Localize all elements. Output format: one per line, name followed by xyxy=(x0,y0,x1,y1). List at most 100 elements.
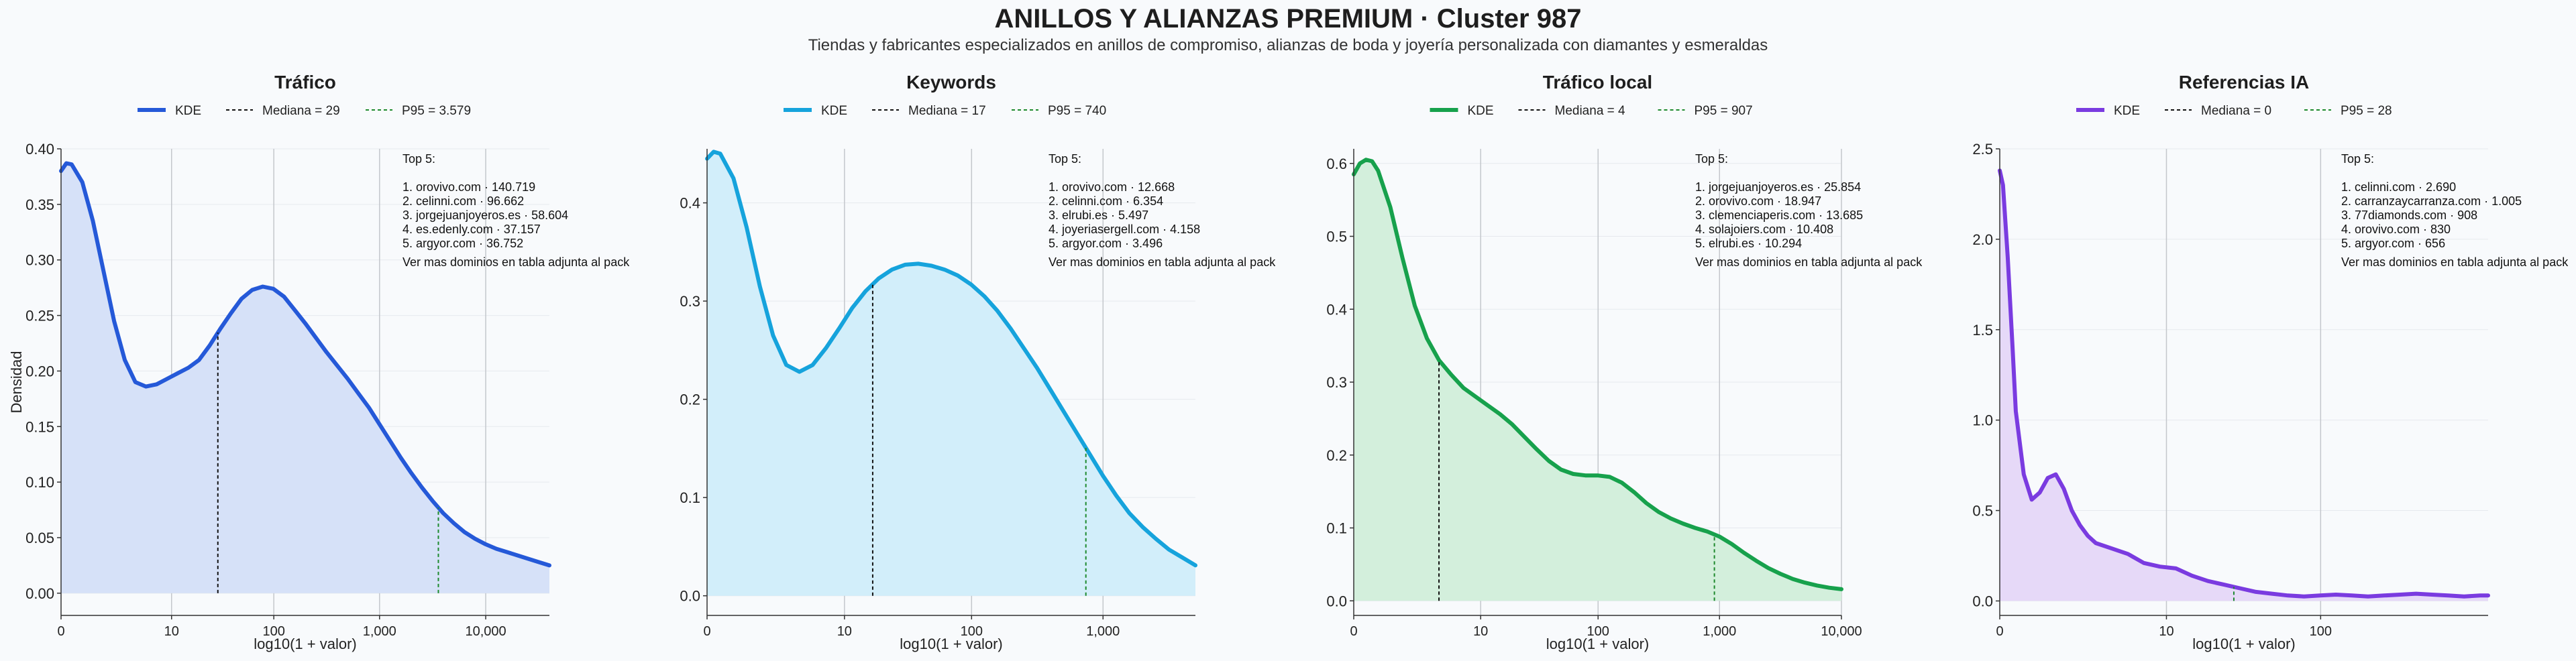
x-tick-label: 0 xyxy=(1350,624,1357,639)
y-tick-label: 0.25 xyxy=(25,308,54,324)
legend-kde-label: KDE xyxy=(175,104,201,118)
top5-item: 2. carranzaycarranza.com · 1.005 xyxy=(2341,194,2522,208)
chart-panel-1: Tráfico KDE Mediana = 29 P95 = 3.579 0.00 0.0… xyxy=(8,72,630,652)
chart-title: Keywords xyxy=(906,72,996,93)
y-tick-label: 0.3 xyxy=(1326,374,1347,391)
x-tick-label: 0 xyxy=(703,624,710,639)
x-tick-label: 10,000 xyxy=(465,624,506,639)
x-tick-label: 10,000 xyxy=(1821,624,1862,639)
y-tick-label: 0.4 xyxy=(1326,301,1347,318)
chart-title: Tráfico local xyxy=(1543,72,1652,93)
y-tick-label: 0.0 xyxy=(1326,593,1347,609)
top5-item: 3. elrubi.es · 5.497 xyxy=(1049,208,1148,222)
x-tick-label: 10 xyxy=(837,624,852,639)
x-tick-label: 10 xyxy=(164,624,179,639)
top5-item: 4. orovivo.com · 830 xyxy=(2341,223,2451,236)
y-tick-label: 0.40 xyxy=(25,141,54,158)
kde-area xyxy=(1354,160,1841,601)
legend-median-label: Mediana = 17 xyxy=(908,104,986,118)
y-tick-label: 1.5 xyxy=(1972,322,1993,339)
legend-median-label: Mediana = 29 xyxy=(262,104,340,118)
y-tick-label: 0.15 xyxy=(25,418,54,435)
y-tick-label: 0.2 xyxy=(1326,447,1347,464)
y-tick-label: 0.1 xyxy=(680,489,700,506)
legend-kde-label: KDE xyxy=(821,104,847,118)
top5-item: 2. celinni.com · 96.662 xyxy=(402,194,524,208)
x-tick-label: 100 xyxy=(1587,624,1609,639)
kde-area xyxy=(707,152,1195,596)
kde-curve xyxy=(705,149,1197,568)
legend-kde-label: KDE xyxy=(1468,104,1494,118)
y-tick-label: 0.2 xyxy=(680,392,700,408)
y-tick-label: 0.10 xyxy=(25,474,54,491)
page-title: ANILLOS Y ALIANZAS PREMIUM · Cluster 987 xyxy=(994,4,1582,34)
y-tick-label: 0.1 xyxy=(1326,520,1347,537)
x-axis-label: log10(1 + valor) xyxy=(900,636,1002,652)
top5-item: 3. 77diamonds.com · 908 xyxy=(2341,208,2477,222)
kde-curve xyxy=(59,161,551,568)
x-tick-label: 10 xyxy=(2159,624,2174,639)
kde-area xyxy=(2000,170,2488,601)
legend-p95-label: P95 = 740 xyxy=(1048,104,1106,118)
x-tick-label: 1,000 xyxy=(363,624,396,639)
top5-item: 3. jorgejuanjoyeros.es · 58.604 xyxy=(402,208,568,222)
x-tick-label: 100 xyxy=(2310,624,2332,639)
x-tick-label: 1,000 xyxy=(1703,624,1736,639)
legend-median-label: Mediana = 0 xyxy=(2201,104,2271,118)
top5-item: 4. es.edenly.com · 37.157 xyxy=(402,223,541,236)
top5-title: Top 5: xyxy=(2341,152,2374,166)
top5-item: 5. elrubi.es · 10.294 xyxy=(1695,237,1802,250)
top5-item: 4. solajoiers.com · 10.408 xyxy=(1695,223,1833,236)
legend-median-label: Mediana = 4 xyxy=(1555,104,1626,118)
x-tick-label: 100 xyxy=(262,624,284,639)
y-tick-label: 2.0 xyxy=(1972,231,1993,248)
legend-p95-label: P95 = 28 xyxy=(2341,104,2392,118)
x-tick-label: 0 xyxy=(57,624,64,639)
y-tick-label: 0.5 xyxy=(1326,229,1347,245)
legend-kde-label: KDE xyxy=(2114,104,2140,118)
y-tick-label: 0.5 xyxy=(1972,503,1993,520)
legend-p95-label: P95 = 907 xyxy=(1695,104,1753,118)
top5-title: Top 5: xyxy=(402,152,435,166)
top5-title: Top 5: xyxy=(1049,152,1081,166)
y-tick-label: 0.30 xyxy=(25,252,54,269)
y-tick-label: 0.3 xyxy=(680,293,700,310)
y-axis-label: Densidad xyxy=(8,351,25,414)
top5-item: 5. argyor.com · 656 xyxy=(2341,237,2445,250)
page-subtitle: Tiendas y fabricantes especializados en … xyxy=(808,36,1768,54)
y-tick-label: 0.20 xyxy=(25,363,54,379)
x-tick-label: 1,000 xyxy=(1086,624,1120,639)
y-tick-label: 0.00 xyxy=(25,585,54,602)
x-axis-label: log10(1 + valor) xyxy=(1546,636,1649,652)
top5-note: Ver mas dominios en tabla adjunta al pac… xyxy=(2341,255,2569,269)
x-tick-label: 0 xyxy=(1996,624,2003,639)
top5-item: 1. celinni.com · 2.690 xyxy=(2341,180,2456,194)
top5-title: Top 5: xyxy=(1695,152,1728,166)
top5-item: 1. orovivo.com · 12.668 xyxy=(1049,180,1175,194)
kde-area xyxy=(61,163,549,593)
y-tick-label: 0.0 xyxy=(680,588,700,605)
top5-note: Ver mas dominios en tabla adjunta al pac… xyxy=(402,255,630,269)
top5-item: 5. argyor.com · 3.496 xyxy=(1049,237,1163,250)
y-tick-label: 1.0 xyxy=(1972,412,1993,429)
top5-item: 2. orovivo.com · 18.947 xyxy=(1695,194,1821,208)
top5-item: 2. celinni.com · 6.354 xyxy=(1049,194,1163,208)
x-axis-label: log10(1 + valor) xyxy=(254,636,356,652)
chart-title: Referencias IA xyxy=(2179,72,2310,93)
y-tick-label: 0.05 xyxy=(25,530,54,546)
x-tick-label: 100 xyxy=(961,624,983,639)
chart-title: Tráfico xyxy=(274,72,336,93)
chart-panel-2: Keywords KDE Mediana = 17 P95 = 740 0.0 0.1 0.… xyxy=(680,72,1276,652)
top5-item: 3. clemenciaperis.com · 13.685 xyxy=(1695,208,1863,222)
top5-item: 1. orovivo.com · 140.719 xyxy=(402,180,535,194)
top5-item: 5. argyor.com · 36.752 xyxy=(402,237,523,250)
top5-item: 1. jorgejuanjoyeros.es · 25.854 xyxy=(1695,180,1861,194)
top5-note: Ver mas dominios en tabla adjunta al pac… xyxy=(1695,255,1923,269)
top5-item: 4. joyeriasergell.com · 4.158 xyxy=(1049,223,1200,236)
y-tick-label: 0.6 xyxy=(1326,156,1347,172)
y-tick-label: 2.5 xyxy=(1972,141,1993,158)
legend-p95-label: P95 = 3.579 xyxy=(402,104,471,118)
kde-curve xyxy=(1998,168,2490,599)
